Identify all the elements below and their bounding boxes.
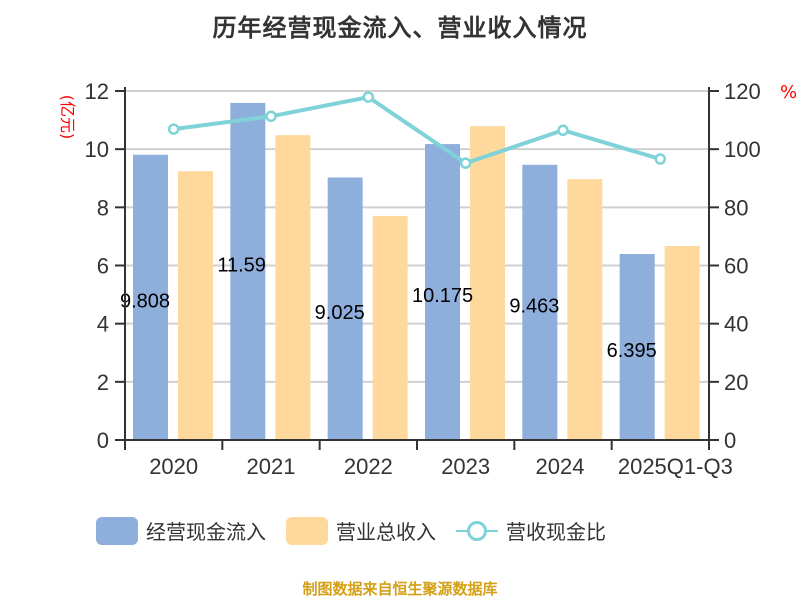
- bar-revenue[interactable]: [470, 126, 505, 441]
- chart-title: 历年经营现金流入、营业收入情况: [212, 14, 588, 42]
- y-tick-right: 100: [724, 137, 761, 162]
- left-axis-unit: (亿元): [58, 95, 77, 140]
- legend-line-marker-icon: [456, 517, 498, 545]
- data-label: 9.025: [315, 302, 365, 324]
- bar-cash-inflow[interactable]: [425, 144, 460, 440]
- legend-swatch-revenue: [286, 516, 328, 545]
- bar-revenue[interactable]: [275, 135, 311, 440]
- y-tick-right: 60: [724, 254, 748, 279]
- y-tick-left: 0: [97, 428, 109, 453]
- x-tick-label: 2024: [536, 454, 585, 479]
- bar-cash-inflow[interactable]: [133, 154, 168, 440]
- ratio-point[interactable]: [654, 153, 667, 165]
- legend-item-ratio[interactable]: 营收现金比: [456, 516, 606, 545]
- y-tick-right: 120: [724, 79, 761, 104]
- ratio-line: [173, 94, 661, 166]
- legend-item-revenue[interactable]: 营业总收入: [286, 516, 436, 545]
- ratio-point[interactable]: [459, 157, 472, 169]
- y-tick-right: 40: [724, 312, 748, 337]
- bar-revenue[interactable]: [567, 179, 603, 440]
- legend-label: 营收现金比: [506, 520, 606, 544]
- data-label: 10.175: [412, 285, 473, 307]
- x-tick-label: 2023: [441, 454, 490, 479]
- bar-revenue[interactable]: [372, 216, 408, 440]
- bar-revenue[interactable]: [178, 171, 213, 440]
- data-source-note: 制图数据来自恒生聚源数据库: [302, 580, 498, 598]
- y-tick-left: 2: [97, 370, 109, 395]
- data-label: 9.463: [509, 295, 559, 317]
- bar-revenue[interactable]: [664, 246, 700, 440]
- y-tick-left: 4: [97, 312, 109, 337]
- ratio-point[interactable]: [265, 110, 277, 123]
- right-axis-unit: %: [780, 82, 797, 103]
- bar-cash-inflow[interactable]: [230, 102, 266, 440]
- ratio-point[interactable]: [362, 91, 375, 103]
- chart-legend: 经营现金流入 营业总收入 营收现金比: [96, 516, 626, 545]
- bar-cash-inflow[interactable]: [522, 164, 558, 440]
- ratio-point[interactable]: [557, 124, 569, 137]
- x-tick-label: 2022: [344, 454, 393, 479]
- y-tick-right: 0: [724, 428, 736, 453]
- legend-item-cash-inflow[interactable]: 经营现金流入: [96, 516, 266, 545]
- data-label: 11.59: [217, 254, 266, 276]
- x-tick-label: 2020: [149, 454, 198, 479]
- y-tick-left: 6: [97, 254, 109, 279]
- x-tick-label: 2021: [247, 454, 296, 479]
- y-tick-left: 10: [85, 137, 109, 162]
- data-label: 6.395: [607, 340, 657, 362]
- ratio-point[interactable]: [167, 123, 180, 135]
- y-tick-right: 80: [724, 195, 748, 220]
- bar-cash-inflow[interactable]: [327, 177, 363, 440]
- y-tick-right: 20: [724, 370, 748, 395]
- bar-cash-inflow[interactable]: [619, 254, 655, 440]
- legend-swatch-cash-inflow: [96, 516, 138, 545]
- x-tick-label: 2025Q1-Q3: [618, 454, 733, 479]
- y-tick-left: 12: [85, 79, 109, 104]
- y-tick-left: 8: [97, 195, 109, 220]
- legend-label: 营业总收入: [336, 520, 436, 544]
- legend-label: 经营现金流入: [146, 520, 266, 544]
- data-label: 9.808: [120, 290, 170, 312]
